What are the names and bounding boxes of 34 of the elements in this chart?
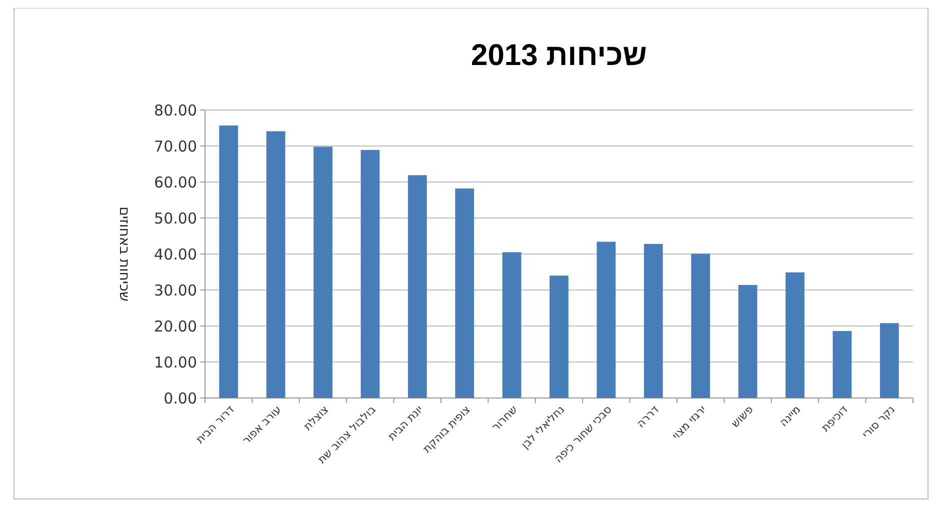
bar — [550, 276, 568, 398]
x-tick-label: פשוש — [728, 402, 756, 430]
bar — [408, 175, 427, 398]
x-tick-label: נקר סורי — [860, 402, 898, 441]
x-tick-label: צוצלת — [301, 402, 332, 434]
bar — [691, 254, 710, 398]
bar — [596, 242, 616, 398]
bar — [360, 150, 380, 398]
bar — [786, 272, 804, 398]
y-tick-label: 40.00 — [154, 245, 197, 264]
y-tick-label: 70.00 — [154, 137, 197, 156]
y-tick-label: 60.00 — [154, 173, 197, 192]
bar — [738, 284, 758, 398]
x-tick-label: שחרור — [489, 402, 520, 434]
bar — [880, 323, 899, 398]
y-tick-label: 80.00 — [154, 101, 197, 120]
bar — [502, 252, 522, 398]
x-tick-label: דררה — [634, 402, 662, 430]
x-tick-label: עורב אפור — [240, 402, 284, 448]
y-tick-label: 10.00 — [154, 353, 197, 372]
bar — [219, 125, 238, 398]
bar — [266, 131, 286, 398]
x-tick-label: מיינה — [776, 402, 804, 430]
y-tick-label: 20.00 — [154, 317, 197, 336]
x-tick-label: דוכיפת — [818, 402, 850, 434]
y-axis-title: שכיחות באחוזים — [116, 206, 132, 302]
bar — [832, 331, 852, 398]
y-tick-label: 50.00 — [154, 209, 197, 228]
bar — [644, 244, 663, 398]
bar — [314, 146, 332, 398]
x-tick-label: ירגזי מצוי — [670, 402, 709, 442]
chart-title: שכיחות 2013 — [471, 39, 647, 72]
bar — [455, 188, 474, 398]
y-tick-label: 30.00 — [154, 281, 197, 300]
